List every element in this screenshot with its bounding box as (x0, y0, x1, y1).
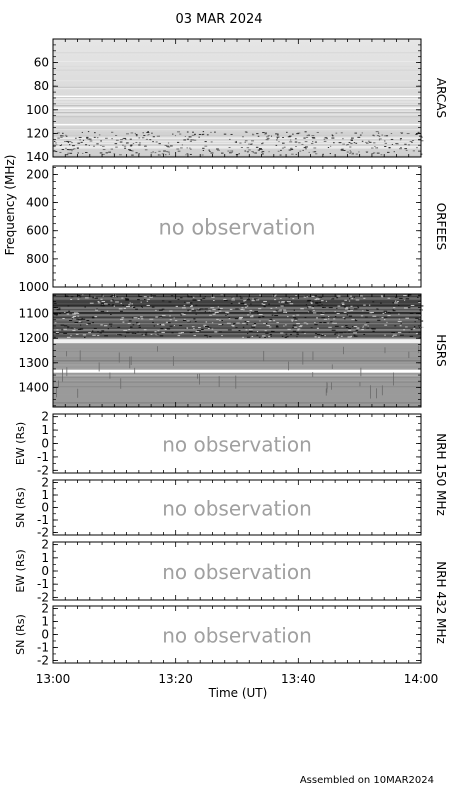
component-label: SN (Rs) (14, 487, 27, 528)
y-tick-label: 1400 (18, 380, 49, 394)
y-ticks: 1100 1200 1300 1400 (18, 294, 421, 407)
y-tick-label: 1000 (18, 280, 49, 294)
x-tick-label: 13:00 (36, 672, 71, 686)
y-tick-label: -2 (37, 590, 49, 604)
hsrs-bands (53, 294, 424, 404)
panel-background (53, 542, 421, 600)
y-tick-label: 600 (26, 224, 49, 238)
panel-background (53, 414, 421, 473)
no-observation-label: no observation (162, 433, 312, 457)
panel-background (53, 606, 421, 663)
no-observation-label: no observation (158, 216, 315, 240)
y-tick-label: 1200 (18, 331, 49, 345)
y-tick-label: 1300 (18, 356, 49, 370)
component-label: EW (Rs) (14, 422, 27, 465)
footer: Assembled on 10MAR2024 (300, 775, 434, 786)
arcas-spectrogram (53, 39, 421, 157)
panel-background (53, 166, 421, 287)
y-tick-label: 0 (41, 628, 49, 642)
y-tick-label: -1 (37, 577, 49, 591)
x-tick-label: 13:40 (281, 672, 316, 686)
x-ticks (52, 542, 422, 600)
panel-background (53, 480, 421, 535)
no-observation-label: no observation (162, 560, 312, 584)
y-tick-label: 80 (34, 79, 49, 93)
x-ticks (52, 606, 422, 663)
nrh-label-0: NRH 150 MHz (434, 433, 448, 516)
y-ticks: 210-1-2 (37, 538, 421, 604)
y-tick-label: 2 (41, 410, 49, 424)
y-ticks: 200 400 600 800 1000 (18, 167, 421, 294)
y-tick-label: -2 (37, 526, 49, 540)
y-tick-label: 2 (41, 476, 49, 490)
y-tick-label: -1 (37, 450, 49, 464)
xlabel: Time (UT) (208, 686, 268, 700)
instrument-label: HSRS (434, 334, 448, 367)
nrh-label-1: NRH 432 MHz (434, 561, 448, 644)
y-tick-label: 400 (26, 196, 49, 210)
x-ticks (52, 39, 422, 157)
y-tick-label: 0 (41, 437, 49, 451)
y-tick-label: -1 (37, 640, 49, 654)
frequency-axis-label: Frequency (MHz) (3, 155, 17, 256)
y-tick-label: -2 (37, 653, 49, 667)
y-tick-label: 140 (26, 150, 49, 164)
x-ticks (52, 480, 422, 535)
y-tick-label: 60 (34, 56, 49, 70)
y-tick-label: 0 (41, 501, 49, 515)
y-tick-label: 2 (41, 538, 49, 552)
y-tick-label: 120 (26, 126, 49, 140)
y-tick-label: 1 (41, 615, 49, 629)
x-ticks (52, 166, 422, 287)
x-tick-labels: 13:00 13:20 13:40 14:00 (36, 672, 439, 686)
y-tick-label: 1100 (18, 307, 49, 321)
y-tick-label: -2 (37, 463, 49, 477)
y-tick-label: 1 (41, 551, 49, 565)
y-ticks: 210-1-2 (37, 602, 421, 667)
x-ticks (52, 414, 422, 473)
y-tick-label: 100 (26, 103, 49, 117)
panel-2: 1100 1200 1300 1400 HSRS (18, 293, 448, 408)
component-label: EW (Rs) (14, 549, 27, 592)
panel-0: 60 80 100 120 140 ARCAS (26, 38, 448, 164)
x-tick-label: 13:20 (158, 672, 193, 686)
no-observation-label: no observation (162, 497, 312, 521)
component-label: SN (Rs) (14, 614, 27, 655)
y-tick-label: 0 (41, 564, 49, 578)
instrument-label: ORFEES (434, 203, 448, 250)
instrument-label: ARCAS (434, 78, 448, 118)
y-tick-label: -1 (37, 513, 49, 527)
y-tick-label: 2 (41, 602, 49, 616)
chart-title: 03 MAR 2024 (175, 12, 262, 27)
y-tick-label: 1 (41, 488, 49, 502)
y-tick-label: 800 (26, 252, 49, 266)
y-ticks: 60 80 100 120 140 (26, 38, 421, 164)
y-tick-label: 200 (26, 167, 49, 181)
no-observation-label: no observation (162, 624, 312, 648)
x-ticks (52, 294, 422, 407)
panel-1: no observation 200 400 600 800 1000 ORFEES (18, 165, 448, 294)
y-tick-label: 1 (41, 423, 49, 437)
y-ticks: 210-1-2 (37, 410, 421, 477)
x-tick-label: 14:00 (404, 672, 439, 686)
y-ticks: 210-1-2 (37, 476, 421, 540)
